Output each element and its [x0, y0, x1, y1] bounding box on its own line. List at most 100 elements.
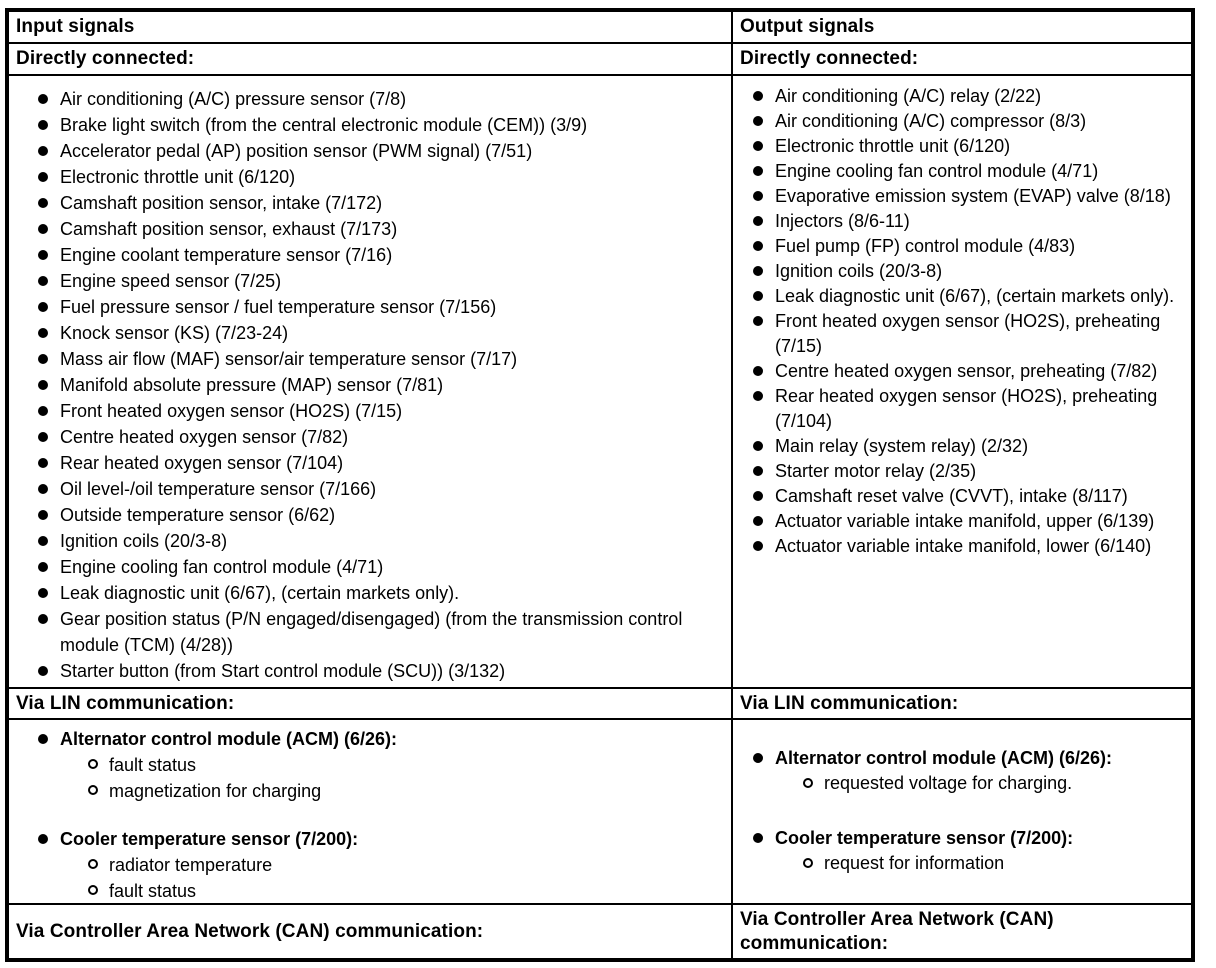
- list-item: Engine coolant temperature sensor (7/16): [38, 242, 723, 268]
- list-item: Leak diagnostic unit (6/67), (certain ma…: [753, 284, 1185, 309]
- list-item-text: Air conditioning (A/C) pressure sensor (…: [60, 89, 407, 109]
- list-item: Air conditioning (A/C) relay (2/22): [753, 84, 1185, 109]
- sub-bullet-icon: [88, 785, 98, 795]
- list-item: Evaporative emission system (EVAP) valve…: [753, 184, 1185, 209]
- bullet-icon: [753, 116, 763, 126]
- sub-bullet-icon: [88, 759, 98, 769]
- output-via-lin-list: Alternator control module (ACM) (6/26): …: [731, 718, 1191, 903]
- output-directly-connected-label: Directly connected:: [731, 42, 1191, 74]
- list-item-text: Centre heated oxygen sensor, preheating …: [775, 361, 1158, 381]
- list-item: Electronic throttle unit (6/120): [753, 134, 1185, 159]
- output-via-lin-label: Via LIN communication:: [731, 687, 1191, 718]
- bullet-icon: [753, 753, 763, 763]
- bullet-icon: [38, 588, 48, 598]
- bullet-icon: [38, 510, 48, 520]
- bullet-icon: [38, 458, 48, 468]
- lin-sub-item-text: requested voltage for charging.: [824, 773, 1073, 793]
- lin-group-title-text: Alternator control module (ACM) (6/26):: [775, 748, 1113, 768]
- list-item: Oil level-/oil temperature sensor (7/166…: [38, 476, 723, 502]
- bullet-icon: [38, 406, 48, 416]
- list-item: Front heated oxygen sensor (HO2S) (7/15): [38, 398, 723, 424]
- bullet-icon: [753, 491, 763, 501]
- bullet-icon: [753, 216, 763, 226]
- bullet-icon: [38, 172, 48, 182]
- bullet-icon: [753, 266, 763, 276]
- list-item: Air conditioning (A/C) pressure sensor (…: [38, 86, 723, 112]
- list-item-text: Camshaft reset valve (CVVT), intake (8/1…: [775, 486, 1128, 506]
- list-item: Manifold absolute pressure (MAP) sensor …: [38, 372, 723, 398]
- list-item: Air conditioning (A/C) compressor (8/3): [753, 109, 1185, 134]
- lin-sub-item-text: fault status: [109, 755, 197, 775]
- bullet-icon: [753, 241, 763, 251]
- list-item-text: Rear heated oxygen sensor (7/104): [60, 453, 344, 473]
- list-item: Outside temperature sensor (6/62): [38, 502, 723, 528]
- lin-group-title-item: Cooler temperature sensor (7/200):: [753, 826, 1185, 851]
- bullet-icon: [753, 91, 763, 101]
- list-item-text: Knock sensor (KS) (7/23-24): [60, 323, 289, 343]
- input-directly-connected-label: Directly connected:: [9, 42, 731, 74]
- lin-sub-item-text: request for information: [824, 853, 1005, 873]
- lin-sub-item: magnetization for charging: [88, 778, 723, 804]
- lin-group-title-text: Alternator control module (ACM) (6/26):: [60, 729, 398, 749]
- list-item: Knock sensor (KS) (7/23-24): [38, 320, 723, 346]
- bullet-icon: [753, 366, 763, 376]
- output-directly-connected-list: Air conditioning (A/C) relay (2/22) Air …: [731, 74, 1191, 687]
- list-item: Leak diagnostic unit (6/67), (certain ma…: [38, 580, 723, 606]
- list-item-text: Actuator variable intake manifold, lower…: [775, 536, 1152, 556]
- list-item-text: Centre heated oxygen sensor (7/82): [60, 427, 349, 447]
- bullet-icon: [38, 302, 48, 312]
- bullet-icon: [38, 328, 48, 338]
- list-item: Fuel pump (FP) control module (4/83): [753, 234, 1185, 259]
- list-item-text: Air conditioning (A/C) compressor (8/3): [775, 111, 1087, 131]
- list-item-text: Fuel pump (FP) control module (4/83): [775, 236, 1076, 256]
- lin-group: Cooler temperature sensor (7/200): reque…: [753, 826, 1185, 876]
- lin-sub-list: requested voltage for charging.: [753, 771, 1185, 796]
- bullet-icon: [753, 466, 763, 476]
- bullet-icon: [38, 562, 48, 572]
- input-signals-header-label: Input signals: [16, 16, 135, 37]
- list-item-text: Fuel pressure sensor / fuel temperature …: [60, 297, 497, 317]
- sub-bullet-icon: [803, 778, 813, 788]
- list-item: Actuator variable intake manifold, upper…: [753, 509, 1185, 534]
- list-item-text: Engine cooling fan control module (4/71): [60, 557, 384, 577]
- lin-group-title-item: Cooler temperature sensor (7/200):: [38, 826, 723, 852]
- signals-table: Input signals Output signals Directly co…: [5, 8, 1195, 962]
- lin-sub-list: fault status magnetization for charging: [38, 752, 723, 804]
- lin-group-title-text: Cooler temperature sensor (7/200):: [60, 829, 359, 849]
- lin-group-title-item: Alternator control module (ACM) (6/26):: [38, 726, 723, 752]
- list-item-text: Engine cooling fan control module (4/71): [775, 161, 1099, 181]
- list-item: Engine cooling fan control module (4/71): [38, 554, 723, 580]
- list-item: Camshaft position sensor, intake (7/172): [38, 190, 723, 216]
- list-item: Main relay (system relay) (2/32): [753, 434, 1185, 459]
- directly-connected-label-text: Directly connected:: [740, 48, 919, 69]
- list-item-text: Engine coolant temperature sensor (7/16): [60, 245, 393, 265]
- list-item-text: Rear heated oxygen sensor (HO2S), prehea…: [775, 386, 1158, 431]
- list-item: Engine cooling fan control module (4/71): [753, 159, 1185, 184]
- via-can-label-text: Via Controller Area Network (CAN) commun…: [740, 908, 1054, 954]
- list-item-text: Accelerator pedal (AP) position sensor (…: [60, 141, 533, 161]
- list-item: Actuator variable intake manifold, lower…: [753, 534, 1185, 559]
- list-item-text: Camshaft position sensor, intake (7/172): [60, 193, 383, 213]
- input-signals-header: Input signals: [9, 12, 731, 42]
- bullet-icon: [38, 94, 48, 104]
- list-item: Engine speed sensor (7/25): [38, 268, 723, 294]
- list-item: Electronic throttle unit (6/120): [38, 164, 723, 190]
- list-item-text: Electronic throttle unit (6/120): [60, 167, 296, 187]
- list-item-text: Front heated oxygen sensor (HO2S) (7/15): [60, 401, 403, 421]
- lin-sub-list: request for information: [753, 851, 1185, 876]
- output-via-can-label: Via Controller Area Network (CAN) commun…: [731, 903, 1191, 958]
- list-item: Fuel pressure sensor / fuel temperature …: [38, 294, 723, 320]
- bullet-icon: [753, 391, 763, 401]
- list-item-text: Leak diagnostic unit (6/67), (certain ma…: [60, 583, 460, 603]
- bullet-icon: [38, 250, 48, 260]
- lin-sub-item-text: fault status: [109, 881, 197, 901]
- via-can-label-text: Via Controller Area Network (CAN) commun…: [16, 920, 484, 942]
- list-item: Centre heated oxygen sensor (7/82): [38, 424, 723, 450]
- sub-bullet-icon: [88, 885, 98, 895]
- list-item-text: Manifold absolute pressure (MAP) sensor …: [60, 375, 444, 395]
- bullet-icon: [753, 441, 763, 451]
- list-item: Centre heated oxygen sensor, preheating …: [753, 359, 1185, 384]
- lin-sub-item: fault status: [88, 752, 723, 778]
- lin-sub-item: requested voltage for charging.: [803, 771, 1185, 796]
